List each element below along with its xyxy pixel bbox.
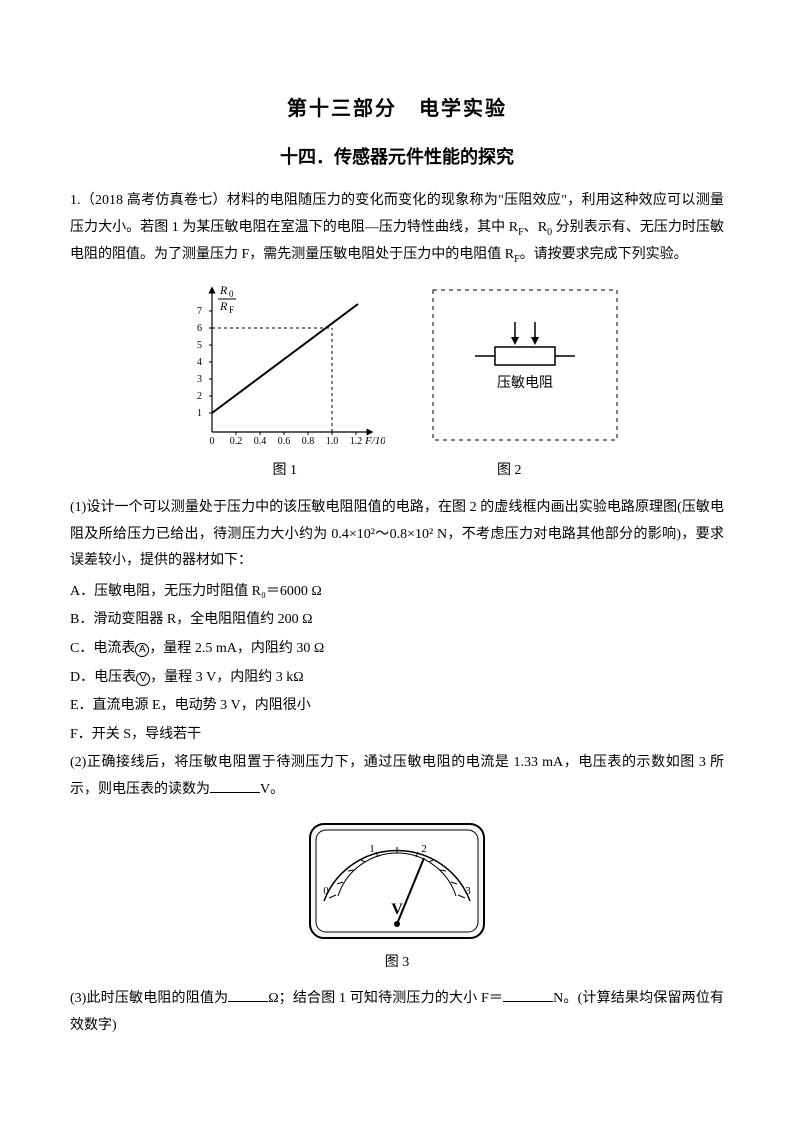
figure-1-chart: 1 2 3 4 5 6 7 0 0.2 0.4 0.6 0.8 1.0 1.2 bbox=[170, 282, 385, 452]
xtick: 0.6 bbox=[277, 436, 290, 447]
figure-3-voltmeter: 0 1 2 3 V bbox=[302, 816, 492, 946]
option-a: A．压敏电阻，无压力时阻值 R₀＝6000 Ω bbox=[70, 579, 724, 606]
p3b: Ω；结合图 1 可知待测压力的大小 F＝ bbox=[268, 991, 503, 1006]
ylabel-0: 0 bbox=[229, 289, 234, 299]
option-d: D．电压表V，量程 3 V，内阻约 3 kΩ bbox=[70, 665, 724, 692]
ammeter-icon: A bbox=[135, 643, 149, 657]
p3a: (3)此时压敏电阻的阻值为 bbox=[70, 991, 228, 1006]
fig3-caption: 图 3 bbox=[70, 950, 724, 977]
ytick: 1 bbox=[197, 408, 202, 419]
xtick: 0 bbox=[209, 436, 214, 447]
option-b: B．滑动变阻器 R，全电阻阻值约 200 Ω bbox=[70, 607, 724, 634]
ytick: 6 bbox=[197, 323, 202, 334]
fig3-unit: V bbox=[391, 901, 403, 918]
tick0: 0 bbox=[323, 885, 329, 897]
voltmeter-icon: V bbox=[136, 672, 150, 686]
ylabel-r0: R bbox=[219, 283, 228, 297]
ytick: 5 bbox=[197, 340, 202, 351]
optd-pre: D．电压表 bbox=[70, 670, 136, 685]
q1-t2: 、R bbox=[524, 220, 547, 235]
ylabel-rf: R bbox=[219, 299, 228, 313]
optd-post: ，量程 3 V，内阻约 3 kΩ bbox=[150, 670, 304, 685]
ytick: 2 bbox=[197, 391, 202, 402]
ylabel-f: F bbox=[229, 305, 234, 315]
xtick: 1.2 bbox=[349, 436, 362, 447]
xtick: 0.2 bbox=[229, 436, 242, 447]
ytick: 4 bbox=[197, 357, 202, 368]
sub-title: 十四．传感器元件性能的探究 bbox=[70, 140, 724, 174]
ytick: 3 bbox=[197, 374, 202, 385]
fig2-caption: 图 2 bbox=[497, 458, 522, 485]
figure-2-circuit: 压敏电阻 bbox=[425, 282, 625, 452]
figure-row-12: 1 2 3 4 5 6 7 0 0.2 0.4 0.6 0.8 1.0 1.2 bbox=[70, 282, 724, 452]
p1: (1)设计一个可以测量处于压力中的该压敏电阻阻值的电路，在图 2 的虚线框内画出… bbox=[70, 495, 724, 575]
fig12-captions: 图 1 图 2 bbox=[70, 458, 724, 485]
ytick: 7 bbox=[197, 306, 202, 317]
optc-pre: C．电流表 bbox=[70, 641, 135, 656]
p3: (3)此时压敏电阻的阻值为Ω；结合图 1 可知待测压力的大小 F＝N。(计算结果… bbox=[70, 986, 724, 1039]
blank-voltage bbox=[210, 779, 260, 793]
option-e: E．直流电源 E，电动势 3 V，内阻很小 bbox=[70, 693, 724, 720]
option-f: F．开关 S，导线若干 bbox=[70, 722, 724, 749]
q1-t4: 。请按要求完成下列实验。 bbox=[520, 247, 688, 262]
blank-resistance bbox=[228, 988, 268, 1002]
tick2: 2 bbox=[421, 843, 427, 855]
fig1-caption: 图 1 bbox=[273, 458, 298, 485]
main-title: 第十三部分 电学实验 bbox=[70, 90, 724, 128]
figure-3-wrap: 0 1 2 3 V bbox=[70, 816, 724, 946]
tick3: 3 bbox=[465, 885, 471, 897]
option-c: C．电流表A，量程 2.5 mA，内阻约 30 Ω bbox=[70, 636, 724, 663]
p2b: V。 bbox=[260, 782, 284, 797]
xtick: 1.0 bbox=[325, 436, 338, 447]
optc-post: ，量程 2.5 mA，内阻约 30 Ω bbox=[149, 641, 324, 656]
xlabel: F/10²N bbox=[364, 435, 385, 447]
blank-force bbox=[503, 988, 553, 1002]
q1-intro: 1.（2018 高考仿真卷七）材料的电阻随压力的变化而变化的现象称为"压阻效应"… bbox=[70, 188, 724, 268]
fig2-label: 压敏电阻 bbox=[497, 375, 553, 391]
xtick: 0.4 bbox=[253, 436, 266, 447]
xtick: 0.8 bbox=[301, 436, 314, 447]
p2: (2)正确接线后，将压敏电阻置于待测压力下，通过压敏电阻的电流是 1.33 mA… bbox=[70, 750, 724, 803]
p2a: (2)正确接线后，将压敏电阻置于待测压力下，通过压敏电阻的电流是 1.33 mA… bbox=[70, 755, 724, 797]
tick1: 1 bbox=[369, 843, 375, 855]
